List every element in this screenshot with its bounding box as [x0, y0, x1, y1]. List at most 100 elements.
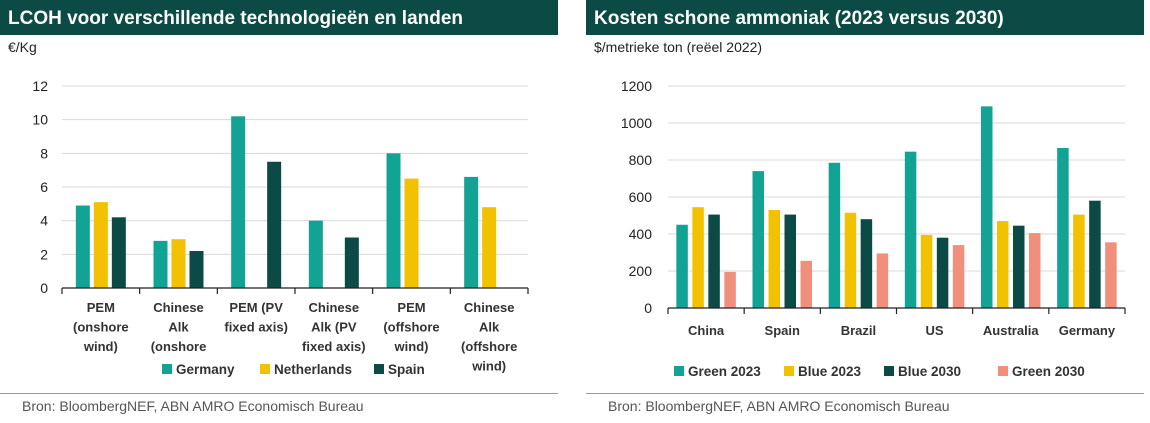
bar-spain	[111, 217, 126, 288]
bar-blue-2023	[920, 234, 933, 308]
source-divider	[586, 393, 1144, 394]
y-axis-unit: €/Kg	[8, 39, 37, 55]
bar-netherlands	[93, 202, 108, 288]
x-category-label: PEM (PV	[229, 300, 283, 315]
y-tick-label: 10	[32, 112, 48, 128]
y-tick-label: 1200	[621, 78, 652, 94]
bar-blue-2023	[692, 207, 704, 308]
y-tick-label: 2	[40, 246, 48, 262]
y-tick-label: 12	[32, 78, 48, 94]
bar-blue-2030	[860, 219, 873, 308]
bar-spain	[267, 161, 282, 288]
bar-green-2030	[1029, 233, 1041, 308]
x-category-label: wind)	[83, 339, 118, 354]
legend-label: Germany	[176, 362, 235, 377]
y-tick-label: 0	[40, 280, 48, 296]
y-tick-label: 600	[629, 189, 653, 205]
x-category-label: China	[688, 323, 725, 338]
chart-title: Kosten schone ammoniak (2023 versus 2030…	[586, 0, 1144, 35]
legend-label: Netherlands	[274, 362, 352, 377]
bar-blue-2030	[784, 214, 796, 308]
legend-label: Spain	[388, 362, 425, 377]
x-category-label: Alk (PV	[311, 320, 357, 335]
bar-germany	[231, 116, 246, 288]
x-category-label: Australia	[983, 323, 1039, 338]
x-category-label: wind)	[471, 359, 506, 374]
bar-green-2030	[800, 260, 812, 308]
legend-label: Blue 2030	[898, 364, 961, 379]
bar-blue-2030	[936, 237, 949, 308]
bar-germany	[386, 153, 401, 288]
bar-green-2030	[1105, 242, 1117, 308]
legend-label: Green 2030	[1012, 364, 1085, 379]
legend-swatch	[998, 366, 1008, 376]
bar-germany	[308, 220, 323, 288]
bar-germany	[153, 240, 168, 288]
bar-green-2023	[1057, 147, 1069, 308]
y-tick-label: 8	[40, 145, 48, 161]
y-tick-label: 800	[629, 152, 653, 168]
y-tick-label: 6	[40, 179, 48, 195]
bar-spain	[344, 237, 359, 288]
bar-germany	[75, 205, 90, 288]
legend-label: Green 2023	[688, 364, 761, 379]
y-tick-label: 0	[644, 300, 652, 316]
bar-green-2023	[676, 224, 688, 308]
legend-swatch	[374, 364, 384, 374]
bar-blue-2023	[1073, 214, 1085, 308]
bar-blue-2030	[1089, 200, 1101, 308]
legend-swatch	[674, 366, 684, 376]
chart-panel-lcoh: LCOH voor verschillende technologieën en…	[0, 0, 558, 423]
x-category-label: PEM	[397, 300, 425, 315]
bar-green-2030	[876, 253, 889, 308]
legend-label: Blue 2023	[798, 364, 862, 379]
x-category-label: Brazil	[841, 323, 876, 338]
legend-swatch	[162, 364, 172, 374]
y-tick-label: 4	[40, 213, 48, 229]
legend-swatch	[784, 366, 794, 376]
bar-netherlands	[404, 178, 419, 288]
bar-green-2023	[904, 151, 917, 308]
bar-blue-2030	[1013, 225, 1025, 308]
y-axis-unit: $/metrieke ton (reëel 2022)	[594, 39, 763, 55]
bar-germany	[464, 176, 479, 288]
x-category-label: fixed axis)	[224, 320, 288, 335]
bar-spain	[189, 250, 204, 288]
legend-swatch	[884, 366, 894, 376]
bar-green-2030	[724, 271, 736, 308]
chart-panel-ammonia: Kosten schone ammoniak (2023 versus 2030…	[586, 0, 1144, 423]
source-note: Bron: BloombergNEF, ABN AMRO Economisch …	[608, 398, 950, 414]
x-category-label: Chinese	[153, 300, 204, 315]
ammonia-bar-chart: 0 200 400 600 800 1000 1200 China Spain Brazil US A…	[621, 78, 1126, 379]
x-category-label: PEM	[87, 300, 115, 315]
bar-green-2023	[981, 106, 993, 308]
chart-title: LCOH voor verschillende technologieën en…	[0, 0, 558, 35]
x-category-label: wind)	[394, 339, 429, 354]
x-category-label: Chinese	[309, 300, 360, 315]
x-category-label: Alk	[479, 320, 500, 335]
bar-green-2030	[952, 245, 965, 308]
legend-swatch	[260, 364, 270, 374]
bar-blue-2023	[844, 212, 857, 308]
x-category-label: Alk	[168, 320, 189, 335]
y-tick-label: 1000	[621, 115, 652, 131]
source-divider	[0, 393, 558, 394]
bar-netherlands	[482, 207, 497, 288]
bar-blue-2023	[997, 221, 1009, 308]
x-category-label: fixed axis)	[302, 339, 366, 354]
source-note: Bron: BloombergNEF, ABN AMRO Economisch …	[22, 398, 364, 414]
x-category-label: (offshore	[461, 339, 517, 354]
bar-green-2023	[828, 162, 841, 308]
bar-blue-2023	[768, 209, 780, 308]
y-tick-label: 400	[629, 226, 653, 242]
lcoh-bar-chart: 0 2 4 6 8 10 12 PEM (onshore wind) Chinese Alk (onsh…	[32, 78, 529, 377]
x-category-label: (onshore	[151, 339, 207, 354]
x-category-label: Germany	[1059, 323, 1116, 338]
x-category-label: (onshore	[73, 320, 129, 335]
x-category-label: US	[926, 323, 944, 338]
x-category-label: Chinese	[464, 300, 515, 315]
bar-netherlands	[171, 239, 186, 288]
bar-blue-2030	[708, 214, 720, 308]
x-category-label: Spain	[765, 323, 800, 338]
bar-green-2023	[752, 171, 764, 308]
